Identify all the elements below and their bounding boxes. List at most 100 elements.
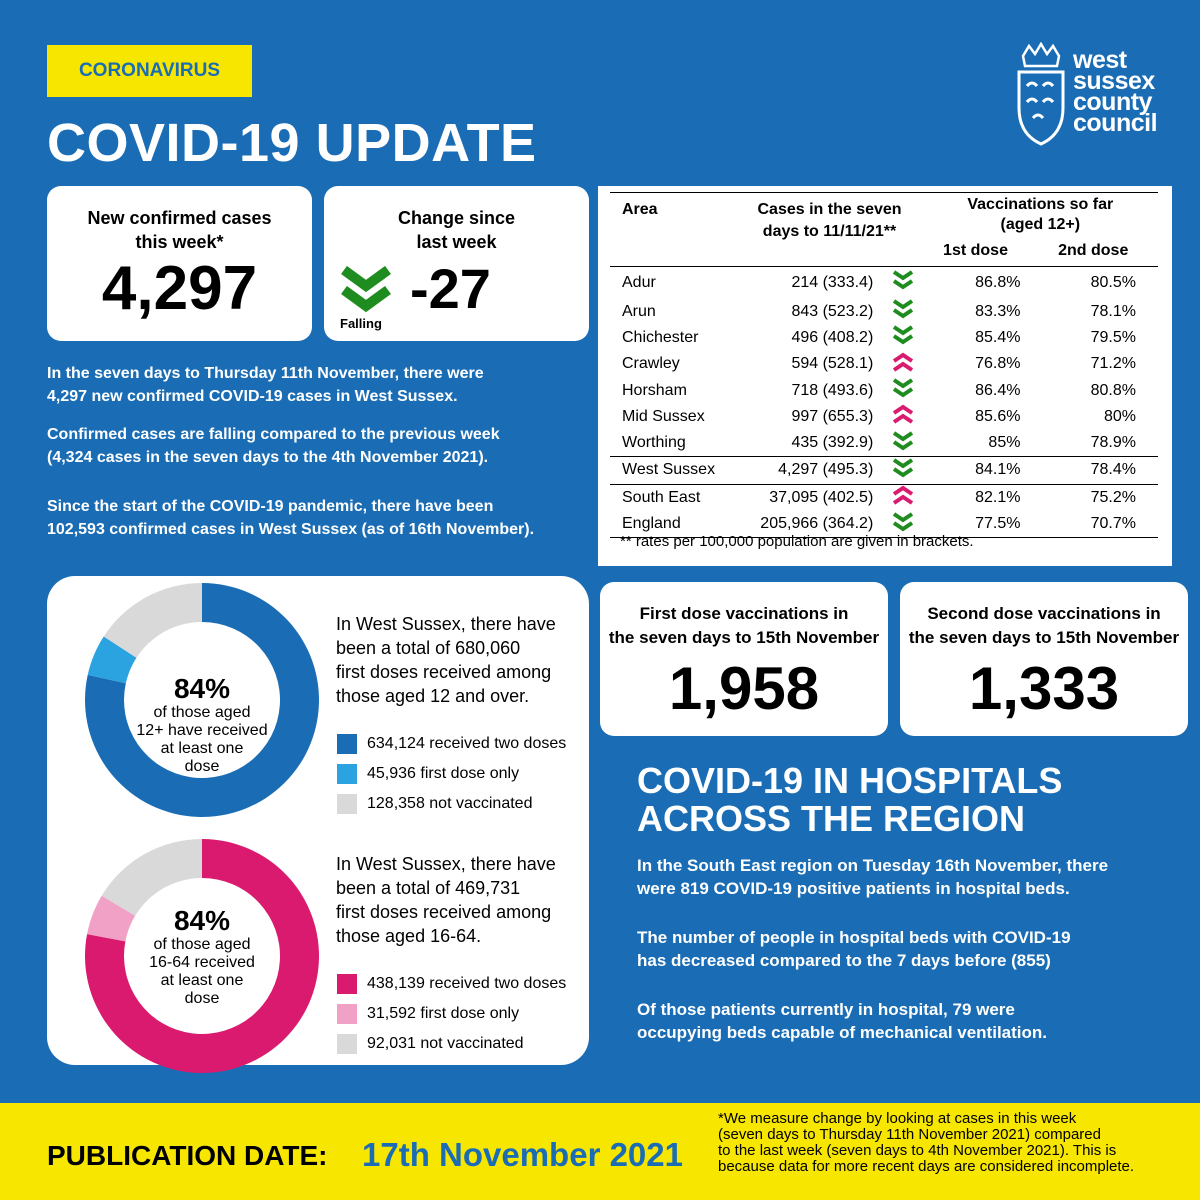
donut2-svg xyxy=(84,839,319,1073)
header-vaccinations: Vaccinations so far (aged 12+) xyxy=(923,193,1158,237)
first-dose-cell: 82.1% xyxy=(975,488,1021,506)
donut2-slice-1 xyxy=(87,895,136,942)
donut2-text: first doses received among xyxy=(336,902,552,922)
logo-line-3: county xyxy=(1073,88,1152,116)
table-row: West Sussex 4,297 (495.3) 84.1% 78.4% xyxy=(610,456,1158,484)
hospitals-title-line: ACROSS THE REGION xyxy=(637,798,1026,839)
area-cell: Chichester xyxy=(622,328,699,346)
first-dose-label: First dose vaccinations in xyxy=(639,604,849,623)
hospitals-paragraph-2: The number of people in hospital beds wi… xyxy=(637,926,1177,972)
donut1-text: been a total of 680,060 xyxy=(336,638,521,658)
second-dose-cell: 80% xyxy=(1103,407,1136,425)
area-cell: Worthing xyxy=(622,434,686,452)
second-dose-value: 1,333 xyxy=(968,655,1120,722)
change-label: Change since xyxy=(397,208,516,228)
chevron-down-icon xyxy=(892,430,914,455)
second-dose-cell: 79.5% xyxy=(1090,328,1136,346)
summary-line: (4,324 cases in the seven days to the 4t… xyxy=(47,449,489,466)
second-dose-label-2: the seven days to 15th November xyxy=(908,628,1180,647)
hospitals-line: has decreased compared to the 7 days bef… xyxy=(637,951,1051,970)
chevron-down-icon xyxy=(892,458,914,482)
donut1-slice-1 xyxy=(87,636,137,684)
first-dose-value: 1,958 xyxy=(668,655,820,722)
legend-swatch xyxy=(337,734,357,754)
donut2-text: those aged 16-64. xyxy=(336,926,482,946)
legend-swatch xyxy=(337,1004,357,1024)
chevron-down-icon xyxy=(892,511,914,536)
cases-cell: 997 (655.3) xyxy=(791,407,874,425)
new-cases-label: New confirmed cases xyxy=(87,208,272,228)
area-cell: South East xyxy=(622,488,701,506)
second-dose-cell: 78.9% xyxy=(1090,434,1136,452)
new-cases-card: New confirmed cases this week* 4,297 xyxy=(47,186,312,341)
second-dose-cell: 78.1% xyxy=(1090,302,1136,320)
legend-not-vaccinated-16-64: 92,031 not vaccinated xyxy=(337,1034,524,1054)
summary-line: 4,297 new confirmed COVID-19 cases in We… xyxy=(47,388,458,405)
second-dose-cell: 70.7% xyxy=(1090,515,1136,533)
hospitals-title-line: COVID-19 IN HOSPITALS xyxy=(637,760,1063,801)
table-row: South East 37,095 (402.5) 82.1% 75.2% xyxy=(610,484,1158,511)
header-vacc-line: Vaccinations so far xyxy=(967,196,1114,213)
cases-cell: 214 (333.4) xyxy=(791,273,874,291)
change-label-2: last week xyxy=(416,232,497,252)
legend-not-vaccinated-12plus: 128,358 not vaccinated xyxy=(337,794,532,814)
legend-swatch xyxy=(337,764,357,784)
trend-cell xyxy=(883,325,922,351)
cases-cell: 4,297 (495.3) xyxy=(778,461,874,479)
donut1-sub-2: 12+ have received xyxy=(136,722,268,739)
area-cell: Adur xyxy=(622,273,656,291)
header-cases-line: Cases in the seven xyxy=(757,201,902,218)
summary-line: Confirmed cases are falling compared to … xyxy=(47,426,500,443)
legend-swatch xyxy=(337,794,357,814)
header-cases-line: days to 11/11/21** xyxy=(762,223,897,240)
cases-cell: 718 (493.6) xyxy=(791,381,874,399)
area-table: Area Cases in the seven days to 11/11/21… xyxy=(610,192,1158,538)
new-cases-value: 4,297 xyxy=(101,254,258,323)
table-row: Crawley 594 (528.1) 76.8% 71.2% xyxy=(610,351,1158,377)
logo-line-4: council xyxy=(1073,109,1158,137)
footer-note-line: to the last week (seven days to 4th Nove… xyxy=(718,1142,1117,1159)
donut1-sub-4: dose xyxy=(184,758,220,775)
legend-label: 128,358 not vaccinated xyxy=(367,795,533,812)
donut1-percent: 84% xyxy=(173,673,231,704)
table-row: Mid Sussex 997 (655.3) 85.6% 80% xyxy=(610,404,1158,430)
first-dose-cell: 76.8% xyxy=(975,355,1021,373)
summary-line: 102,593 confirmed cases in West Sussex (… xyxy=(47,521,535,538)
logo-line-1: west xyxy=(1073,46,1127,74)
second-dose-cell: 75.2% xyxy=(1090,488,1136,506)
donut1-sub-3: at least one xyxy=(160,740,244,757)
first-dose-cell: 85.6% xyxy=(975,407,1021,425)
chevron-up-icon xyxy=(892,352,914,376)
vaccination-donuts-panel: 84% of those aged 12+ have received at l… xyxy=(47,576,589,1073)
donut-chart-12plus: 84% of those aged 12+ have received at l… xyxy=(84,582,320,818)
second-dose-cell: 80.5% xyxy=(1090,273,1136,291)
cases-cell: 496 (408.2) xyxy=(791,328,874,346)
area-cell: Mid Sussex xyxy=(622,407,705,425)
area-table-panel: Area Cases in the seven days to 11/11/21… xyxy=(598,186,1172,566)
chevron-up-icon xyxy=(892,404,914,428)
publication-date: 17th November 2021 xyxy=(362,1136,683,1173)
legend-swatch xyxy=(337,974,357,994)
donut1-sub-1: of those aged xyxy=(153,704,251,721)
first-dose-label-2: the seven days to 15th November xyxy=(608,628,880,647)
cases-cell: 843 (523.2) xyxy=(791,302,874,320)
summary-line: In the seven days to Thursday 11th Novem… xyxy=(47,365,484,382)
hospitals-title: COVID-19 IN HOSPITALS ACROSS THE REGION xyxy=(637,762,1062,838)
trend-cell xyxy=(883,457,922,484)
summary-line: Since the start of the COVID-19 pandemic… xyxy=(47,498,494,515)
donut2-sub-4: dose xyxy=(184,990,220,1007)
second-dose-cell: 78.4% xyxy=(1090,461,1136,479)
footer-note-line: because data for more recent days are co… xyxy=(718,1158,1135,1175)
chevron-down-icon xyxy=(892,299,914,323)
summary-paragraph-2: Confirmed cases are falling compared to … xyxy=(47,423,587,469)
legend-swatch xyxy=(337,1034,357,1054)
donut1-slice-0 xyxy=(84,583,319,817)
trend-cell xyxy=(883,299,922,325)
donut2-slice-0 xyxy=(84,839,319,1073)
donut2-text: In West Sussex, there have xyxy=(336,854,556,874)
first-dose-cell: 77.5% xyxy=(975,515,1021,533)
donut2-text: been a total of 469,731 xyxy=(336,878,521,898)
first-dose-cell: 86.4% xyxy=(975,381,1021,399)
chevron-down-icon xyxy=(892,270,914,294)
crest-icon xyxy=(1017,41,1065,146)
